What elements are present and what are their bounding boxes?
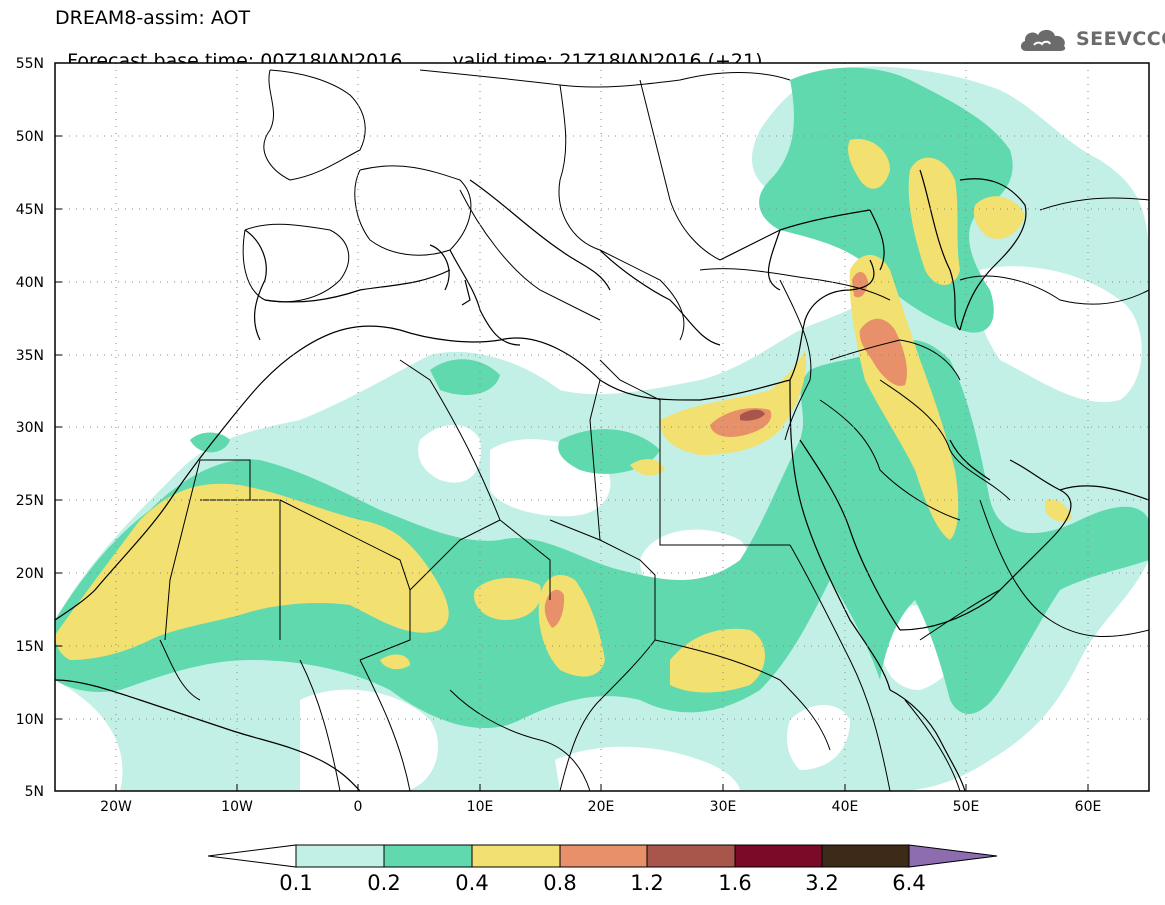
colorbar-low-arrow bbox=[207, 844, 297, 868]
axis-ticks bbox=[55, 62, 1089, 792]
lon-label-20w: 20W bbox=[100, 799, 132, 815]
colorbar-label-6.4: 6.4 bbox=[892, 871, 926, 895]
colorbar bbox=[207, 844, 998, 868]
cloud-icon bbox=[1020, 29, 1066, 51]
lon-label-60e: 60E bbox=[1074, 799, 1102, 815]
lat-label-10n: 10N bbox=[15, 712, 44, 728]
colorbar-swatch-6 bbox=[734, 844, 823, 868]
colorbar-swatch-3 bbox=[471, 844, 561, 868]
colorbar-swatch-5 bbox=[646, 844, 736, 868]
colorbar-swatch-4 bbox=[559, 844, 648, 868]
logo-text: SEEVCCC bbox=[1076, 28, 1165, 50]
lat-label-15n: 15N bbox=[15, 639, 44, 655]
lat-label-55n: 55N bbox=[15, 56, 44, 72]
lon-label-50e: 50E bbox=[952, 799, 980, 815]
colorbar-label-1.6: 1.6 bbox=[718, 871, 752, 895]
lon-label-10w: 10W bbox=[221, 799, 253, 815]
colorbar-swatch-2 bbox=[383, 844, 473, 868]
colorbar-label-0.1: 0.1 bbox=[279, 871, 313, 895]
lon-label-40e: 40E bbox=[831, 799, 859, 815]
lat-label-45n: 45N bbox=[15, 202, 44, 218]
colorbar-label-1.2: 1.2 bbox=[630, 871, 664, 895]
country-borders bbox=[159, 69, 1149, 791]
lat-label-30n: 30N bbox=[15, 420, 44, 436]
aot-level-1.2 bbox=[740, 409, 765, 421]
lon-label-10e: 10E bbox=[466, 799, 494, 815]
lon-label-20e: 20E bbox=[587, 799, 615, 815]
colorbar-swatch-1 bbox=[295, 844, 385, 868]
colorbar-label-3.2: 3.2 bbox=[805, 871, 839, 895]
lon-label-30e: 30E bbox=[709, 799, 737, 815]
chart-title: DREAM8-assim: AOT bbox=[55, 7, 251, 29]
lat-label-35n: 35N bbox=[15, 348, 44, 364]
colorbar-high-arrow bbox=[908, 844, 998, 868]
lat-label-50n: 50N bbox=[15, 129, 44, 145]
lon-label-0: 0 bbox=[353, 799, 363, 815]
seevccc-logo: SEEVCCC bbox=[1018, 24, 1165, 54]
colorbar-label-0.2: 0.2 bbox=[367, 871, 401, 895]
lat-label-25n: 25N bbox=[15, 493, 44, 509]
colorbar-label-0.4: 0.4 bbox=[455, 871, 489, 895]
lat-label-5n: 5N bbox=[24, 784, 44, 800]
colorbar-label-0.8: 0.8 bbox=[543, 871, 577, 895]
lat-label-40n: 40N bbox=[15, 275, 44, 291]
colorbar-swatch-7 bbox=[821, 844, 910, 868]
grid-lines bbox=[55, 63, 1149, 791]
coastlines bbox=[55, 169, 1149, 791]
lat-label-20n: 20N bbox=[15, 566, 44, 582]
